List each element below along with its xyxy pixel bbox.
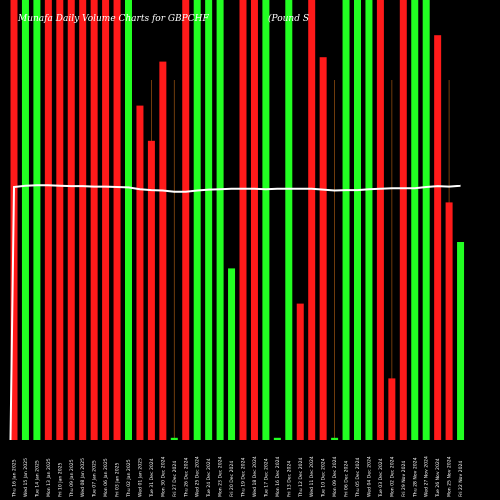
x-tick-label: Fri 03 Jan 2025 bbox=[115, 462, 121, 497]
volume-bar bbox=[399, 0, 407, 440]
volume-bar bbox=[90, 0, 98, 440]
volume-bar bbox=[331, 437, 339, 440]
x-tick-label: Thu 09 Jan 2025 bbox=[69, 459, 75, 498]
x-tick-label: Tue 14 Jan 2025 bbox=[34, 460, 40, 498]
volume-bar bbox=[33, 0, 41, 440]
x-tick-label: Mon 16 Dec 2024 bbox=[275, 456, 281, 497]
x-tick-label: Fri 22 Nov 2024 bbox=[458, 461, 464, 497]
volume-bar bbox=[354, 0, 361, 440]
volume-bar bbox=[170, 437, 178, 440]
volume-bar bbox=[457, 242, 465, 440]
x-axis-tick-labels: Thu 16 Jan 2025 Wed 15 Jan 2025 Tue 14 Jan… bbox=[12, 456, 465, 498]
x-tick-label: Thu 02 Jan 2025 bbox=[126, 459, 132, 498]
volume-bar bbox=[113, 0, 121, 440]
x-tick-label: Tue 31 Dec 2024 bbox=[149, 458, 155, 498]
x-tick-label: Thu 19 Dec 2024 bbox=[241, 457, 247, 498]
volume-bar bbox=[376, 0, 384, 440]
volume-bar bbox=[445, 202, 453, 440]
average-volume-line bbox=[9, 184, 461, 441]
x-tick-label: Mon 02 Dec 2024 bbox=[389, 456, 395, 497]
x-tick-label: Tue 26 Nov 2024 bbox=[435, 458, 441, 498]
volume-bar bbox=[193, 0, 201, 440]
x-tick-label: Wed 01 Jan 2025 bbox=[137, 458, 143, 497]
x-tick-label: Wed 18 Dec 2024 bbox=[252, 456, 258, 497]
x-tick-label: Fri 13 Dec 2024 bbox=[286, 461, 292, 497]
volume-bar bbox=[56, 0, 64, 440]
average-line-series bbox=[9, 184, 461, 441]
x-tick-label: Tue 10 Dec 2024 bbox=[321, 458, 327, 498]
volume-bar bbox=[182, 0, 190, 440]
volume-bar bbox=[411, 0, 419, 440]
x-tick-label: Fri 27 Dec 2024 bbox=[172, 461, 178, 497]
volume-bar bbox=[205, 0, 213, 440]
x-tick-label: Wed 08 Jan 2025 bbox=[80, 458, 86, 497]
x-tick-label: Mon 23 Dec 2024 bbox=[218, 456, 224, 497]
volume-bar bbox=[228, 268, 236, 440]
volume-bar bbox=[308, 0, 316, 440]
x-tick-label: Thu 26 Dec 2024 bbox=[183, 457, 189, 498]
x-tick-label: Thu 05 Dec 2024 bbox=[355, 457, 361, 498]
volume-bar bbox=[44, 0, 52, 440]
x-tick-label: Wed 15 Jan 2025 bbox=[23, 458, 29, 497]
volume-bar bbox=[216, 0, 224, 440]
x-tick-label: Thu 16 Jan 2025 bbox=[12, 459, 18, 498]
x-tick-label: Thu 12 Dec 2024 bbox=[298, 457, 304, 498]
volume-bar bbox=[319, 57, 327, 440]
x-tick-label: Fri 29 Nov 2024 bbox=[401, 461, 407, 497]
volume-bar bbox=[159, 61, 167, 440]
volume-bar bbox=[262, 0, 270, 440]
x-tick-label: Tue 03 Dec 2024 bbox=[378, 458, 384, 498]
volume-bar bbox=[102, 0, 110, 440]
volume-bar bbox=[342, 0, 350, 440]
volume-bar bbox=[125, 0, 132, 440]
x-tick-label: Mon 06 Jan 2025 bbox=[103, 458, 109, 497]
volume-bar bbox=[79, 0, 87, 440]
volume-bar bbox=[365, 0, 373, 440]
volume-bar bbox=[273, 437, 281, 440]
x-tick-label: Mon 25 Nov 2024 bbox=[447, 456, 453, 497]
x-tick-label: Wed 27 Nov 2024 bbox=[424, 456, 430, 497]
volume-bar bbox=[422, 0, 430, 440]
x-tick-label: Thu 28 Nov 2024 bbox=[412, 457, 418, 498]
x-tick-label: Wed 11 Dec 2024 bbox=[309, 456, 315, 497]
volume-bar bbox=[136, 105, 144, 440]
volume-bar bbox=[67, 0, 75, 440]
volume-bar bbox=[250, 0, 258, 440]
x-tick-label: Tue 07 Jan 2025 bbox=[92, 460, 98, 498]
x-tick-label: Mon 30 Dec 2024 bbox=[160, 456, 166, 497]
x-tick-label: Wed 25 Dec 2024 bbox=[195, 456, 201, 497]
x-tick-label: Fri 20 Dec 2024 bbox=[229, 461, 235, 497]
volume-bar bbox=[388, 378, 396, 440]
volume-bar bbox=[285, 0, 293, 440]
volume-bar bbox=[147, 140, 155, 441]
x-tick-label: Wed 04 Dec 2024 bbox=[366, 456, 372, 497]
volume-bar bbox=[239, 0, 247, 440]
volume-bar bbox=[21, 0, 29, 440]
x-tick-label: Fri 06 Dec 2024 bbox=[344, 461, 350, 497]
x-tick-label: Mon 09 Dec 2024 bbox=[332, 456, 338, 497]
volume-bar bbox=[296, 303, 304, 440]
x-tick-label: Tue 24 Dec 2024 bbox=[206, 458, 212, 498]
x-tick-label: Fri 10 Jan 2025 bbox=[57, 462, 63, 497]
x-tick-label: Tue 17 Dec 2024 bbox=[263, 458, 269, 498]
bar-series bbox=[10, 0, 465, 441]
volume-bar bbox=[434, 35, 442, 440]
x-tick-label: Mon 13 Jan 2025 bbox=[46, 458, 52, 497]
